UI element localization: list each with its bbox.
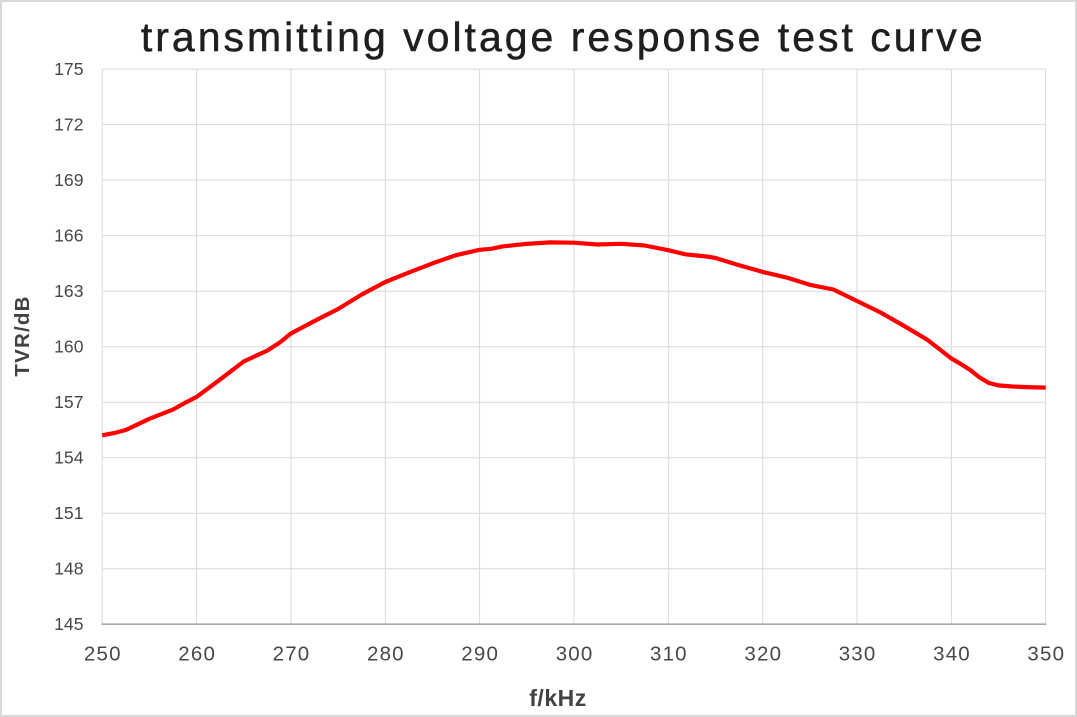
svg-text:160: 160: [54, 337, 84, 357]
svg-text:350: 350: [1027, 642, 1065, 665]
svg-text:f/kHz: f/kHz: [529, 685, 586, 711]
svg-text:250: 250: [84, 642, 122, 665]
svg-text:148: 148: [54, 559, 84, 579]
svg-text:166: 166: [54, 226, 84, 246]
svg-text:290: 290: [461, 642, 499, 665]
svg-text:157: 157: [54, 392, 83, 412]
svg-text:145: 145: [54, 614, 84, 634]
svg-text:151: 151: [54, 503, 83, 523]
svg-text:169: 169: [54, 170, 83, 190]
svg-text:320: 320: [744, 642, 782, 665]
svg-text:270: 270: [273, 642, 311, 665]
svg-text:260: 260: [178, 642, 216, 665]
svg-text:154: 154: [54, 448, 84, 468]
svg-text:transmitting voltage response: transmitting voltage response test curve: [141, 14, 986, 60]
svg-text:172: 172: [54, 115, 83, 135]
svg-text:330: 330: [839, 642, 877, 665]
svg-text:175: 175: [54, 59, 84, 79]
svg-text:300: 300: [556, 642, 594, 665]
svg-text:340: 340: [933, 642, 971, 665]
svg-text:310: 310: [650, 642, 688, 665]
svg-text:163: 163: [54, 281, 84, 301]
svg-text:280: 280: [367, 642, 405, 665]
svg-text:TVR/dB: TVR/dB: [11, 295, 34, 376]
